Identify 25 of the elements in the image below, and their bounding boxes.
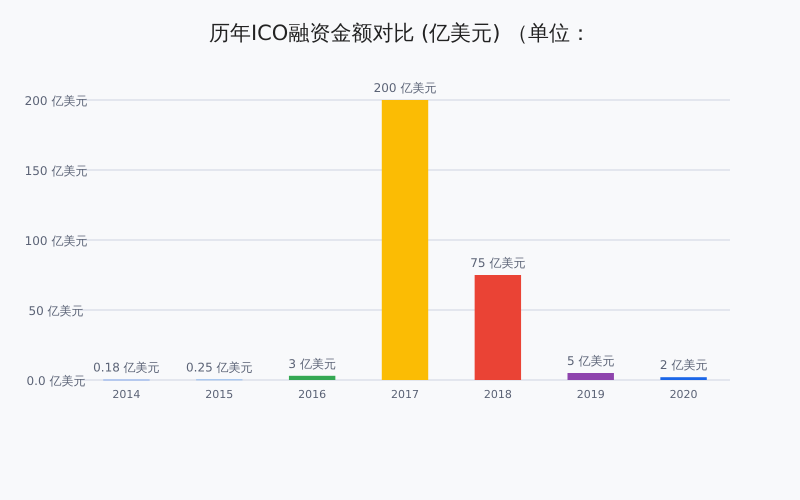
data-label: 5 亿美元 <box>566 354 614 368</box>
x-tick-label: 2019 <box>576 388 605 401</box>
x-tick-label: 2015 <box>205 388 234 401</box>
x-tick-label: 2020 <box>670 388 698 401</box>
bar <box>568 373 614 380</box>
data-label: 200 亿美元 <box>374 81 436 95</box>
x-tick-label: 2016 <box>298 388 326 401</box>
x-tick-label: 2017 <box>391 388 419 401</box>
x-tick-label: 2018 <box>484 388 512 401</box>
bar <box>474 275 522 380</box>
y-tick-label: 150 亿美元 <box>24 164 88 178</box>
bar <box>382 100 428 380</box>
data-label: 75 亿美元 <box>470 256 526 270</box>
y-tick-label: 100 亿美元 <box>24 234 88 248</box>
data-label: 3 亿美元 <box>288 356 336 371</box>
data-label: 0.25 亿美元 <box>186 360 253 375</box>
y-tick-label: 200 亿美元 <box>24 94 88 108</box>
chart-title: 历年ICO融资金额对比 (亿美元) （单位： <box>208 21 592 45</box>
data-label: 0.18 亿美元 <box>93 360 160 375</box>
y-tick-label: 50 亿美元 <box>28 304 84 318</box>
data-label: 2 亿美元 <box>660 358 708 372</box>
bar <box>660 377 707 380</box>
y-tick-label: 0.0 亿美元 <box>26 374 86 388</box>
x-tick-label: 2014 <box>112 388 140 401</box>
bar <box>288 376 336 380</box>
